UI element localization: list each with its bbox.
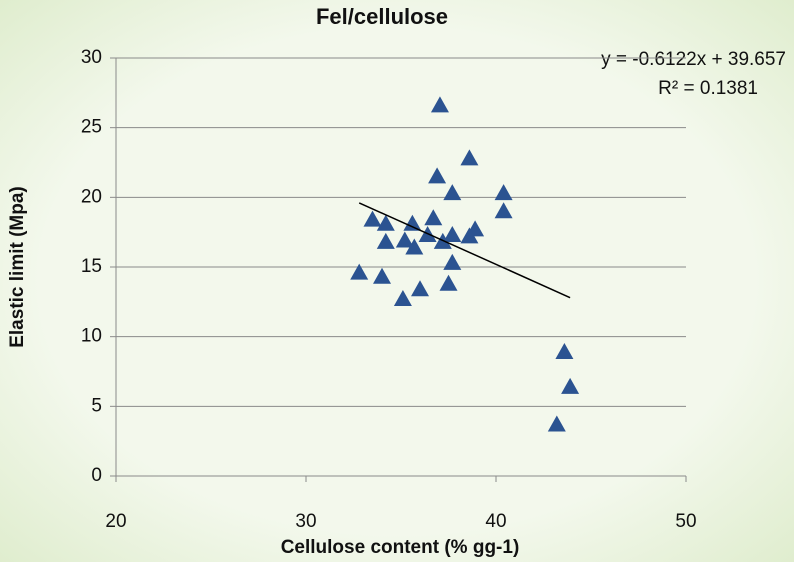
x-axis-label: Cellulose content (% gg-1) bbox=[281, 537, 520, 558]
y-tick-label: 15 bbox=[81, 256, 102, 277]
point bbox=[363, 210, 382, 227]
point bbox=[403, 214, 422, 231]
point bbox=[405, 238, 424, 255]
point bbox=[393, 290, 412, 307]
point bbox=[373, 267, 391, 284]
x-tick-label: 30 bbox=[295, 511, 316, 532]
trendline bbox=[358, 202, 571, 299]
point bbox=[547, 415, 566, 432]
point bbox=[555, 342, 574, 359]
y-tick-label: 30 bbox=[81, 47, 102, 68]
point bbox=[430, 96, 449, 113]
point bbox=[460, 149, 479, 166]
point bbox=[439, 274, 458, 291]
point bbox=[443, 184, 462, 201]
point bbox=[460, 227, 479, 244]
point bbox=[395, 231, 414, 248]
chart-title: Fel/cellulose bbox=[316, 4, 448, 29]
point bbox=[350, 263, 369, 280]
x-tick-label: 40 bbox=[485, 511, 506, 532]
point bbox=[424, 209, 443, 226]
point bbox=[428, 167, 447, 184]
point bbox=[443, 225, 462, 242]
y-axis-label: Elastic limit (Mpa) bbox=[7, 186, 28, 348]
point bbox=[376, 214, 395, 231]
y-tick-label: 25 bbox=[81, 117, 102, 138]
point bbox=[494, 202, 513, 219]
y-tick-label: 5 bbox=[91, 395, 102, 416]
x-tick-label: 20 bbox=[105, 511, 126, 532]
r-squared: R² = 0.1381 bbox=[658, 78, 758, 99]
y-tick-label: 10 bbox=[81, 326, 102, 347]
point bbox=[376, 232, 395, 249]
point bbox=[494, 184, 513, 201]
point bbox=[411, 280, 429, 297]
y-tick-label: 20 bbox=[81, 186, 102, 207]
y-tick-label: 0 bbox=[91, 465, 102, 486]
x-tick-label: 50 bbox=[675, 511, 696, 532]
point bbox=[443, 253, 462, 270]
point bbox=[561, 377, 580, 394]
equation: y = -0.6122x + 39.657 bbox=[601, 49, 786, 70]
